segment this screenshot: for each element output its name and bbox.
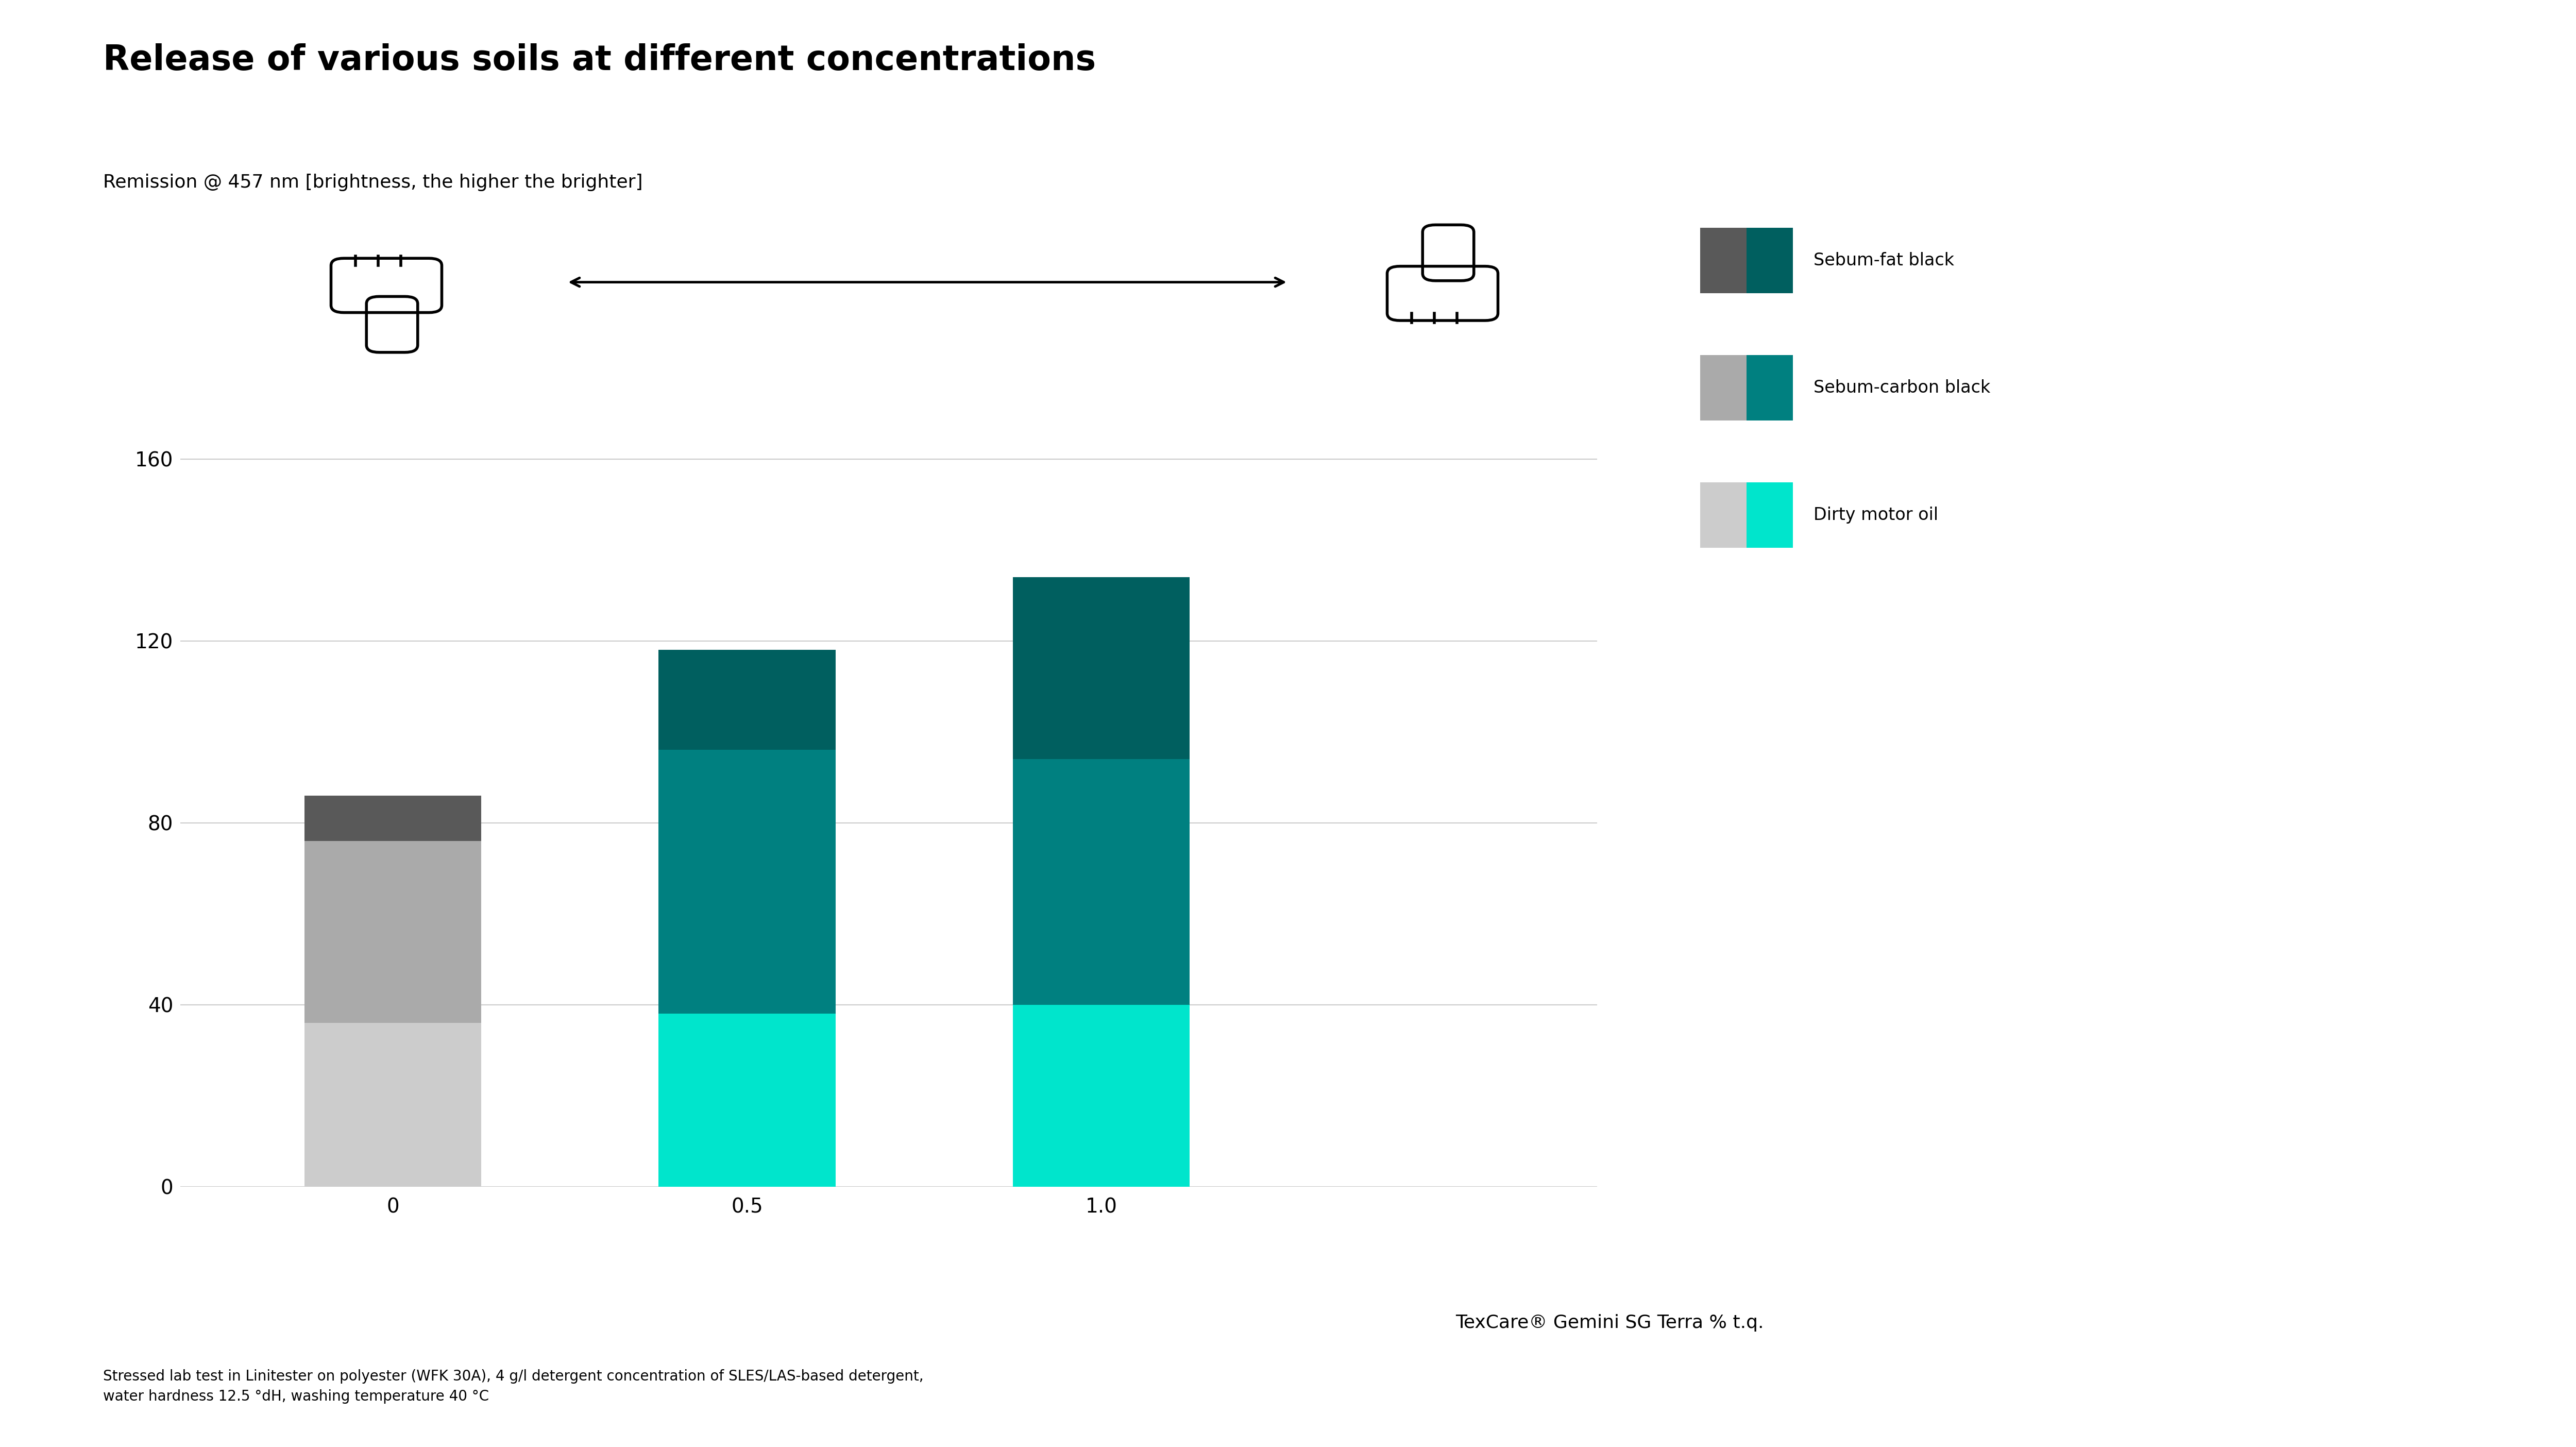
- Text: Sebum-fat black: Sebum-fat black: [1814, 252, 1955, 269]
- Text: Sebum-carbon black: Sebum-carbon black: [1814, 379, 1991, 396]
- Bar: [1012, 1004, 1190, 1187]
- Bar: [304, 841, 482, 1023]
- Text: Remission @ 457 nm [brightness, the higher the brighter]: Remission @ 457 nm [brightness, the high…: [103, 174, 644, 191]
- Text: Stressed lab test in Linitester on polyester (WFK 30A), 4 g/l detergent concentr: Stressed lab test in Linitester on polye…: [103, 1369, 925, 1404]
- Bar: [659, 650, 835, 750]
- Bar: [1012, 577, 1190, 760]
- Bar: [659, 1014, 835, 1187]
- Bar: [1012, 760, 1190, 1004]
- Text: Release of various soils at different concentrations: Release of various soils at different co…: [103, 43, 1095, 78]
- Text: Dirty motor oil: Dirty motor oil: [1814, 506, 1937, 524]
- Text: TexCare® Gemini SG Terra % t.q.: TexCare® Gemini SG Terra % t.q.: [1455, 1314, 1765, 1331]
- Bar: [304, 1023, 482, 1187]
- Bar: [304, 796, 482, 841]
- Bar: [659, 750, 835, 1014]
